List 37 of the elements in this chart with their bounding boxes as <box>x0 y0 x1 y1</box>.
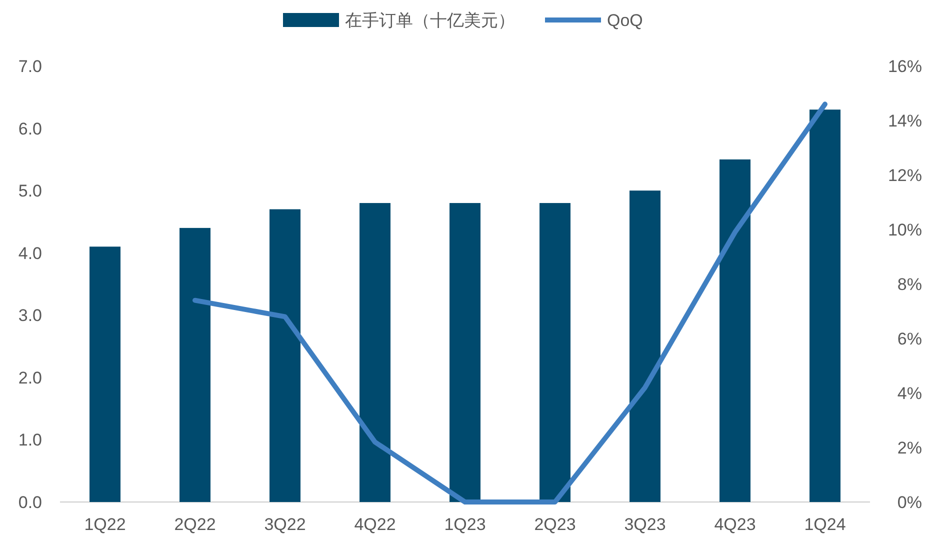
y2-tick-label: 4% <box>897 384 922 403</box>
bar <box>180 228 210 502</box>
y-tick-label: 3.0 <box>18 306 42 326</box>
y2-tick-label: 2% <box>897 438 922 458</box>
y2-tick-label: 12% <box>888 166 922 185</box>
y2-tick-label: 14% <box>888 112 922 130</box>
y2-tick-label: 6% <box>897 330 922 348</box>
bar <box>450 203 480 502</box>
bar <box>810 110 840 502</box>
x-tick-label: 2Q22 <box>174 515 216 534</box>
y-tick-label: 0.0 <box>18 493 42 512</box>
x-tick-label: 1Q24 <box>804 515 846 534</box>
bar <box>630 190 660 502</box>
y-tick-label: 6.0 <box>18 119 42 138</box>
x-tick-label: 2Q23 <box>534 515 576 534</box>
y-tick-label: 5.0 <box>18 182 42 201</box>
x-tick-label: 4Q22 <box>354 515 396 534</box>
x-tick-label: 3Q22 <box>264 515 306 534</box>
y2-tick-label: 10% <box>888 220 922 240</box>
bar <box>90 246 120 502</box>
x-tick-label: 1Q22 <box>84 515 126 534</box>
y-tick-label: 4.0 <box>18 244 42 263</box>
y2-tick-label: 16% <box>888 57 922 76</box>
legend-label: 在手订单（十亿美元） <box>345 11 515 30</box>
legend-label: QoQ <box>607 11 643 30</box>
x-tick-label: 4Q23 <box>714 515 756 534</box>
bar <box>540 203 570 502</box>
y-tick-label: 2.0 <box>18 368 42 388</box>
y2-tick-label: 0% <box>897 493 922 512</box>
y2-tick-label: 8% <box>897 275 922 294</box>
x-tick-label: 3Q23 <box>624 515 666 534</box>
y-tick-label: 7.0 <box>18 57 42 76</box>
bar <box>720 159 750 502</box>
bar <box>270 209 300 502</box>
y-tick-label: 1.0 <box>18 430 42 450</box>
bar <box>360 203 390 502</box>
x-tick-label: 1Q23 <box>444 515 486 534</box>
